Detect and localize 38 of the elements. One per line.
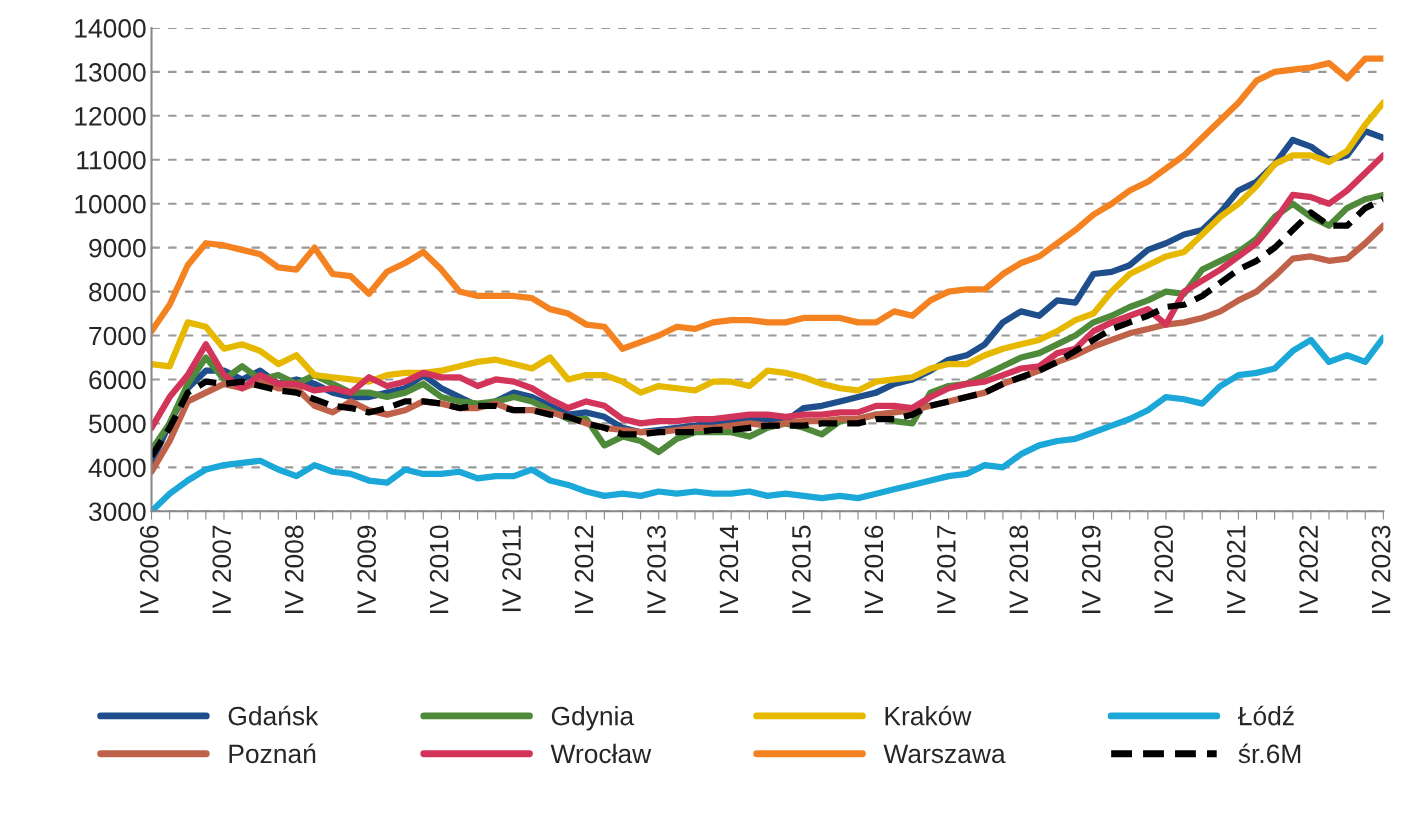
legend-label: Poznań (229, 743, 316, 764)
x-tick-label: IV 2017 (936, 525, 956, 613)
y-tick-label: 14000 (75, 19, 146, 38)
x-tick-label: IV 2010 (429, 525, 449, 613)
x-tick-label: IV 2014 (719, 525, 739, 613)
y-tick-label: 10000 (75, 194, 146, 214)
x-tick-label: IV 2018 (1009, 525, 1029, 613)
y-tick-label: 12000 (75, 106, 146, 126)
x-tick-label: IV 2013 (647, 525, 666, 613)
x-tick-label: IV 2015 (792, 525, 811, 613)
y-tick-label: 8000 (89, 282, 146, 302)
x-tick-label: IV 2019 (1081, 525, 1101, 613)
x-tick-label: IV 2023 (1371, 525, 1391, 613)
y-tick-label: 7000 (89, 326, 146, 346)
legend-label: Wrocław (550, 743, 652, 764)
x-tick-label: IV 2021 (1226, 525, 1246, 613)
x-tick-label: IV 2020 (1154, 525, 1174, 613)
y-tick-label: 5000 (89, 414, 146, 434)
y-tick-label: 11000 (77, 150, 146, 170)
legend-label: Kraków (885, 705, 972, 726)
legend-label: Gdynia (551, 706, 635, 731)
x-tick-label: IV 2022 (1299, 525, 1318, 613)
y-tick-label: 9000 (89, 238, 146, 258)
x-tick-label: IV 2016 (864, 525, 884, 613)
x-tick-label: IV 2006 (139, 525, 159, 613)
legend-label: Łódź (1238, 705, 1294, 726)
legend-label: Warszawa (883, 744, 1006, 764)
x-tick-label: IV 2011 (502, 525, 521, 612)
y-tick-label: 4000 (88, 458, 146, 478)
y-tick-label: 3000 (88, 502, 146, 522)
x-tick-label: IV 2009 (357, 525, 376, 613)
y-tick-label: 13000 (75, 63, 146, 82)
x-tick-label: IV 2008 (284, 525, 304, 613)
x-tick-label: IV 2012 (574, 525, 594, 613)
x-tick-label: IV 2007 (212, 525, 232, 613)
y-tick-label: 6000 (89, 370, 146, 390)
legend-label: śr.6M (1238, 743, 1301, 764)
legend-label: Gdańsk (228, 705, 319, 726)
